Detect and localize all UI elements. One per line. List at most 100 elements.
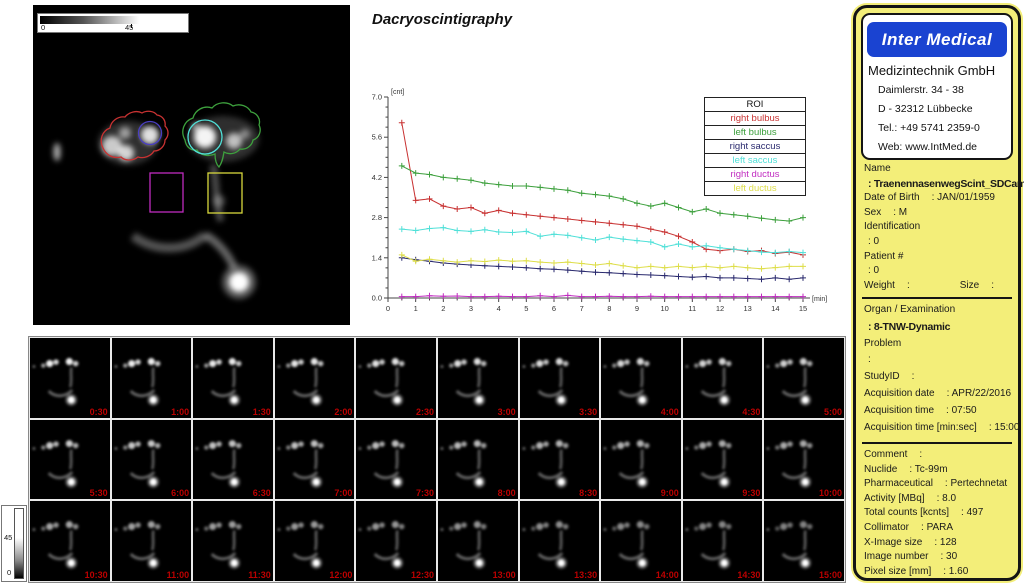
frame-timestamp: 4:30 xyxy=(742,406,761,417)
info-row: : xyxy=(864,354,1013,371)
thumbnail-frame-10:30[interactable]: 10:30 xyxy=(30,501,110,581)
field-label: Acquisition time [min:sec] xyxy=(864,421,977,433)
svg-text:7.0: 7.0 xyxy=(372,93,382,102)
thumbnail-image xyxy=(522,358,569,406)
thumbnail-frame-1:00[interactable]: 1:00 xyxy=(111,338,192,418)
info-row: : 0 xyxy=(864,265,1013,280)
svg-text:8: 8 xyxy=(607,304,611,313)
thumbnail-frame-11:30[interactable]: 11:30 xyxy=(193,501,273,581)
thumbnail-frame-5:00[interactable]: 5:00 xyxy=(764,338,844,418)
thumbnail-image xyxy=(685,358,732,406)
field-value: : 8-TNW-Dynamic xyxy=(868,320,951,333)
thumbnail-frame-9:30[interactable]: 9:30 xyxy=(682,419,763,500)
info-row: X-Image size: 128 xyxy=(864,537,1013,552)
info-row: Acquisition date: APR/22/2016 xyxy=(864,388,1013,405)
frame-timestamp: 9:00 xyxy=(660,488,679,499)
thumbnail-frame-13:00[interactable]: 13:00 xyxy=(437,501,518,581)
thumbnail-frame-14:30[interactable]: 14:30 xyxy=(682,501,763,581)
thumbnail-image xyxy=(767,521,813,570)
info-row: Organ / Examination xyxy=(864,304,1013,321)
thumbnail-frame-11:00[interactable]: 11:00 xyxy=(111,501,192,581)
thumbnail-image xyxy=(32,521,79,570)
field-label: Problem xyxy=(864,337,902,349)
field-value: : M xyxy=(893,206,908,218)
field-label: Size xyxy=(959,279,980,291)
field-label: X-Image size xyxy=(864,536,923,548)
field-value: : xyxy=(911,371,915,383)
field-label: Weight xyxy=(864,279,895,291)
thumbnail-image xyxy=(277,358,324,406)
info-row: Image number: 30 xyxy=(864,551,1013,566)
inter-medical-logo: Inter Medical xyxy=(867,22,1007,57)
colorbar-gradient xyxy=(40,16,186,24)
field-value: : xyxy=(991,279,994,291)
thumbnail-frame-13:30[interactable]: 13:30 xyxy=(519,501,600,581)
info-row: Sex: M xyxy=(864,207,1013,222)
thumbnail-frame-9:00[interactable]: 9:00 xyxy=(601,419,681,500)
thumbnail-frame-2:00[interactable]: 2:00 xyxy=(274,338,355,418)
info-row: Identification xyxy=(864,221,1013,236)
section-divider xyxy=(862,297,1012,299)
svg-text:15: 15 xyxy=(799,304,807,313)
thumbnail-frame-14:00[interactable]: 14:00 xyxy=(601,501,681,581)
thumbnail-frame-4:30[interactable]: 4:30 xyxy=(682,338,763,418)
roi-left-ductus-outline xyxy=(207,172,243,214)
thumbnail-colorbar: 45 0 xyxy=(1,505,27,582)
company-address-line: Web: www.IntMed.de xyxy=(878,141,978,153)
thumbnail-frame-2:30[interactable]: 2:30 xyxy=(356,338,436,418)
frame-timestamp: 2:00 xyxy=(334,406,353,417)
roi-left-saccus-outline xyxy=(187,119,223,155)
roi-right-ductus-outline xyxy=(149,172,184,213)
info-row: StudyID: xyxy=(864,371,1013,388)
thumbnail-frame-12:30[interactable]: 12:30 xyxy=(356,501,436,581)
scintigram-viewer[interactable]: 0 45 xyxy=(33,5,350,325)
section-divider xyxy=(862,442,1012,444)
chart-svg: 0.01.42.84.25.67.0 [cnt]0 1 2 3 4 5 6 7 8 9 10 11 12 1… xyxy=(372,89,828,313)
svg-text:4.2: 4.2 xyxy=(372,173,382,182)
roi-right-saccus-outline xyxy=(137,120,163,146)
frame-timestamp: 4:00 xyxy=(660,406,679,417)
thumbnail-frame-10:00[interactable]: 10:00 xyxy=(764,419,844,500)
thumbnail-frame-3:00[interactable]: 3:00 xyxy=(437,338,518,418)
thumbnail-frame-8:30[interactable]: 8:30 xyxy=(519,419,600,500)
svg-text:5.6: 5.6 xyxy=(372,133,382,142)
thumbnail-frame-7:30[interactable]: 7:30 xyxy=(356,419,436,500)
info-row: Patient # xyxy=(864,251,1013,266)
colorbar-min-label: 0 xyxy=(7,568,12,577)
thumbnail-frame-7:00[interactable]: 7:00 xyxy=(274,419,355,500)
series-right-saccus xyxy=(401,257,804,280)
thumbnail-frame-6:00[interactable]: 6:00 xyxy=(111,419,192,500)
thumbnail-image xyxy=(685,521,732,570)
legend-entry-left-saccus: left saccus xyxy=(705,153,805,167)
thumbnail-frame-8:00[interactable]: 8:00 xyxy=(437,419,518,500)
thumbnail-frame-6:30[interactable]: 6:30 xyxy=(193,419,273,500)
field-label: Nuclide xyxy=(864,463,898,475)
thumbnail-frame-4:00[interactable]: 4:00 xyxy=(601,338,681,418)
field-value: : 497 xyxy=(961,507,984,519)
thumbnail-image xyxy=(195,358,242,406)
field-value: : 8.0 xyxy=(936,492,957,504)
thumbnail-grid: 0:30 1:00 xyxy=(28,336,846,583)
thumbnail-frame-3:30[interactable]: 3:30 xyxy=(519,338,600,418)
thumbnail-frame-12:00[interactable]: 12:00 xyxy=(274,501,355,581)
thumbnail-image xyxy=(359,439,405,488)
thumbnail-frame-0:30[interactable]: 0:30 xyxy=(30,338,110,418)
series-left-saccus xyxy=(401,227,804,254)
thumbnail-frame-5:30[interactable]: 5:30 xyxy=(30,419,110,500)
roi-right-bulbus-outline xyxy=(100,110,169,161)
thumbnail-image xyxy=(685,439,732,488)
thumbnail-image xyxy=(114,521,161,570)
grayscale-colorbar: 0 45 xyxy=(37,13,189,33)
svg-text:2.8: 2.8 xyxy=(372,213,382,222)
page-title: Dacryoscintigraphy xyxy=(372,11,513,28)
svg-text:1: 1 xyxy=(414,304,418,313)
info-row: Activity [MBq]: 8.0 xyxy=(864,493,1013,508)
thumbnail-frame-1:30[interactable]: 1:30 xyxy=(193,338,273,418)
colorbar-max-label: 45 xyxy=(4,533,13,542)
company-name: Medizintechnik GmbH xyxy=(868,63,996,78)
field-value: : 0 xyxy=(868,235,880,247)
frame-timestamp: 1:30 xyxy=(252,406,271,417)
thumbnail-frame-15:00[interactable]: 15:00 xyxy=(764,501,844,581)
frame-timestamp: 5:00 xyxy=(823,406,842,417)
thumbnail-image xyxy=(767,439,813,488)
